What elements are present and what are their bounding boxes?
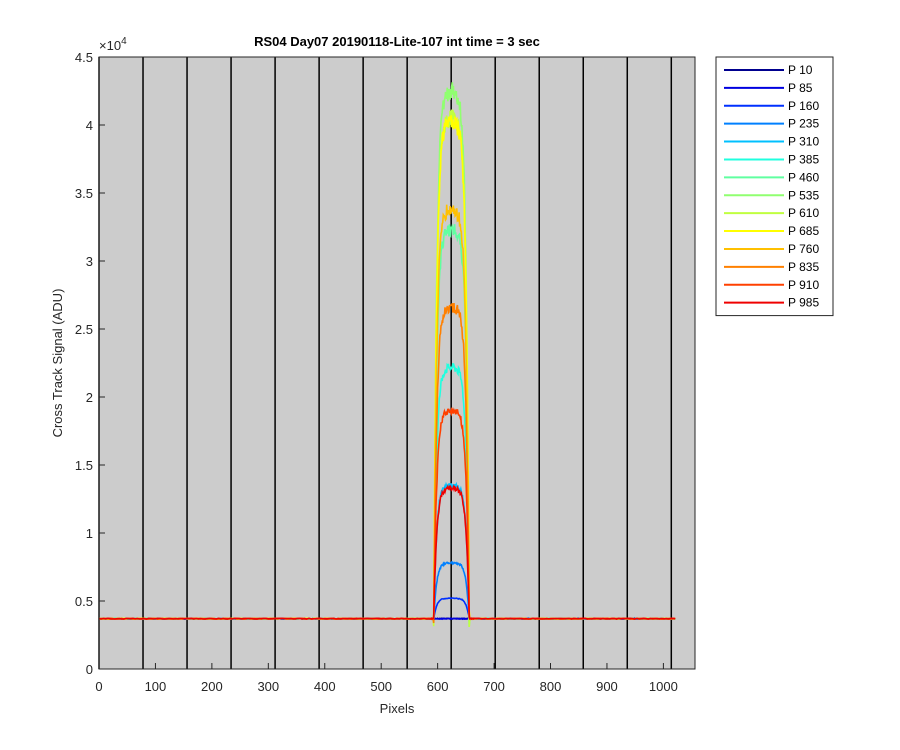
y-tick-label: 3 xyxy=(86,254,93,269)
x-tick-label: 200 xyxy=(201,679,223,694)
y-tick-label: 1 xyxy=(86,526,93,541)
legend-label: P 385 xyxy=(788,152,819,166)
legend-label: P 610 xyxy=(788,206,819,220)
legend: P 10 P 85 P 160 P 235 P 310 P 385 P 460 P 535 P … xyxy=(715,56,834,317)
x-tick-label: 700 xyxy=(483,679,505,694)
y-tick-label: 0 xyxy=(86,662,93,677)
x-tick-label: 300 xyxy=(257,679,279,694)
chart-title: RS04 Day07 20190118-Lite-107 int time = … xyxy=(254,34,540,49)
vertical-lines xyxy=(98,57,673,669)
x-tick-label: 400 xyxy=(314,679,336,694)
x-tick-label: 900 xyxy=(596,679,618,694)
y-tick-label: 4 xyxy=(86,118,93,133)
x-tick-label: 0 xyxy=(95,679,102,694)
x-axis: 0 100 200 300 400 500 600 700 800 900 1000 xyxy=(95,663,678,694)
series-group xyxy=(98,82,676,628)
legend-label: P 985 xyxy=(788,296,819,310)
legend-label: P 535 xyxy=(788,188,819,202)
series-line xyxy=(98,484,676,621)
x-tick-label: 100 xyxy=(145,679,167,694)
legend-label: P 235 xyxy=(788,117,819,131)
y-tick-label: 2 xyxy=(86,390,93,405)
legend-label: P 85 xyxy=(788,81,813,95)
legend-label: P 760 xyxy=(788,242,819,256)
legend-label: P 160 xyxy=(788,99,819,113)
y-tick-label: 4.5 xyxy=(75,50,93,65)
plot-area xyxy=(99,57,695,669)
x-tick-label: 1000 xyxy=(649,679,678,694)
plot-frame xyxy=(98,56,696,670)
x-axis-label: Pixels xyxy=(380,701,415,716)
legend-label: P 310 xyxy=(788,135,819,149)
legend-label: P 910 xyxy=(788,278,819,292)
legend-label: P 10 xyxy=(788,63,813,77)
y-axis-label: Cross Track Signal (ADU) xyxy=(50,289,65,438)
y-tick-label: 1.5 xyxy=(75,458,93,473)
x-tick-label: 800 xyxy=(540,679,562,694)
legend-label: P 835 xyxy=(788,260,819,274)
legend-box xyxy=(715,56,834,317)
y-tick-label: 2.5 xyxy=(75,322,93,337)
legend-label: P 685 xyxy=(788,224,819,238)
x-tick-label: 600 xyxy=(427,679,449,694)
legend-label: P 460 xyxy=(788,170,819,184)
y-axis: 0 0.5 1 1.5 2 2.5 3 3.5 4 4.5 xyxy=(75,50,105,677)
y-tick-label: 3.5 xyxy=(75,186,93,201)
y-exponent-label: ×104 xyxy=(99,36,127,53)
y-tick-label: 0.5 xyxy=(75,594,93,609)
x-tick-label: 500 xyxy=(370,679,392,694)
